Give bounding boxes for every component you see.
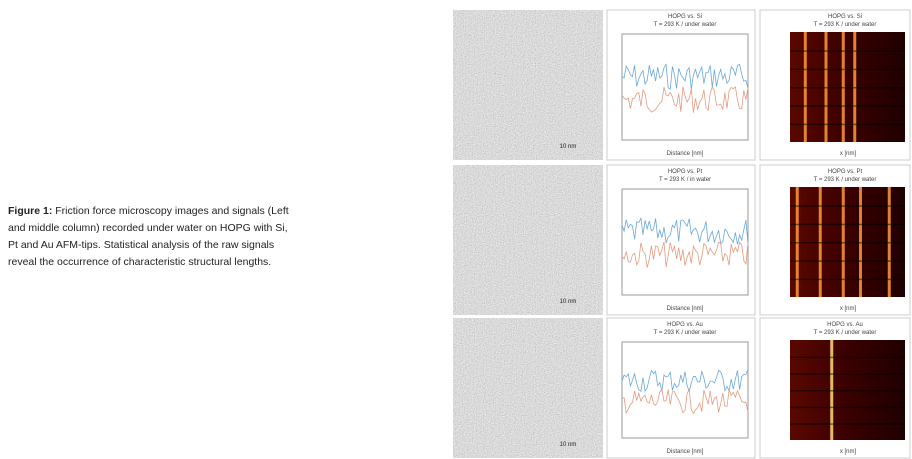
heat-band	[790, 356, 905, 359]
plot-subtitle: T = 293 K / in water	[659, 177, 711, 183]
scale-label: 10 nm	[560, 299, 577, 305]
map-xlabel: x [nm]	[840, 449, 857, 455]
caption-line: reveal the occurrence of characteristic …	[8, 256, 272, 268]
signal-line	[621, 63, 749, 90]
map-subtitle: T = 293 K / under water	[814, 22, 877, 28]
heat-band	[790, 390, 905, 392]
plot-subtitle: T = 293 K / under water	[654, 330, 717, 336]
afm-image	[453, 165, 603, 315]
plot-title: HOPG vs. Si	[668, 14, 702, 20]
plot-panel	[606, 164, 756, 316]
signal-line	[621, 86, 749, 113]
plot-title: HOPG vs. Au	[667, 322, 703, 328]
map-title: HOPG vs. Pt	[828, 169, 863, 175]
heat-band	[790, 278, 905, 281]
caption-line: and middle column) recorded under water …	[8, 222, 288, 234]
map-xlabel: x [nm]	[840, 151, 857, 157]
caption-line: Friction force microscopy images and sig…	[52, 205, 289, 217]
signal-line	[621, 369, 749, 393]
plot-xlabel: Distance [nm]	[667, 151, 704, 157]
plot-panel	[606, 317, 756, 459]
plot-xlabel: Distance [nm]	[667, 306, 704, 312]
heat-band	[790, 87, 905, 89]
heat-band	[790, 406, 905, 409]
heat-band	[790, 423, 905, 425]
heat-band	[790, 373, 905, 375]
map-subtitle: T = 293 K / under water	[814, 177, 877, 183]
caption: Figure 1: Friction force microscopy imag…	[8, 203, 448, 271]
map-subtitle: T = 293 K / under water	[814, 330, 877, 336]
plot-title: HOPG vs. Pt	[668, 169, 703, 175]
plot-area	[621, 341, 749, 439]
heat-band	[790, 205, 905, 207]
plot-panel	[606, 9, 756, 161]
signal-line	[621, 388, 749, 415]
plot-subtitle: T = 293 K / under water	[654, 22, 717, 28]
map-title: HOPG vs. Si	[828, 14, 862, 20]
heat-band	[790, 68, 905, 71]
heat-band	[790, 223, 905, 226]
signal-line	[621, 241, 749, 268]
map-xlabel: x [nm]	[840, 306, 857, 312]
heat-band	[790, 260, 905, 262]
heat-band	[790, 123, 905, 126]
caption-line: Pt and Au AFM-tips. Statistical analysis…	[8, 239, 275, 251]
scale-label: 10 nm	[560, 144, 577, 150]
heat-band	[790, 242, 905, 244]
signal-line	[621, 216, 749, 245]
plot-xlabel: Distance [nm]	[667, 449, 704, 455]
caption-label: Figure 1:	[8, 205, 53, 217]
map-title: HOPG vs. Au	[827, 322, 863, 328]
heat-band	[790, 105, 905, 107]
scale-label: 10 nm	[560, 442, 577, 448]
afm-image	[453, 318, 603, 458]
afm-image	[453, 10, 603, 160]
heat-band	[790, 50, 905, 52]
